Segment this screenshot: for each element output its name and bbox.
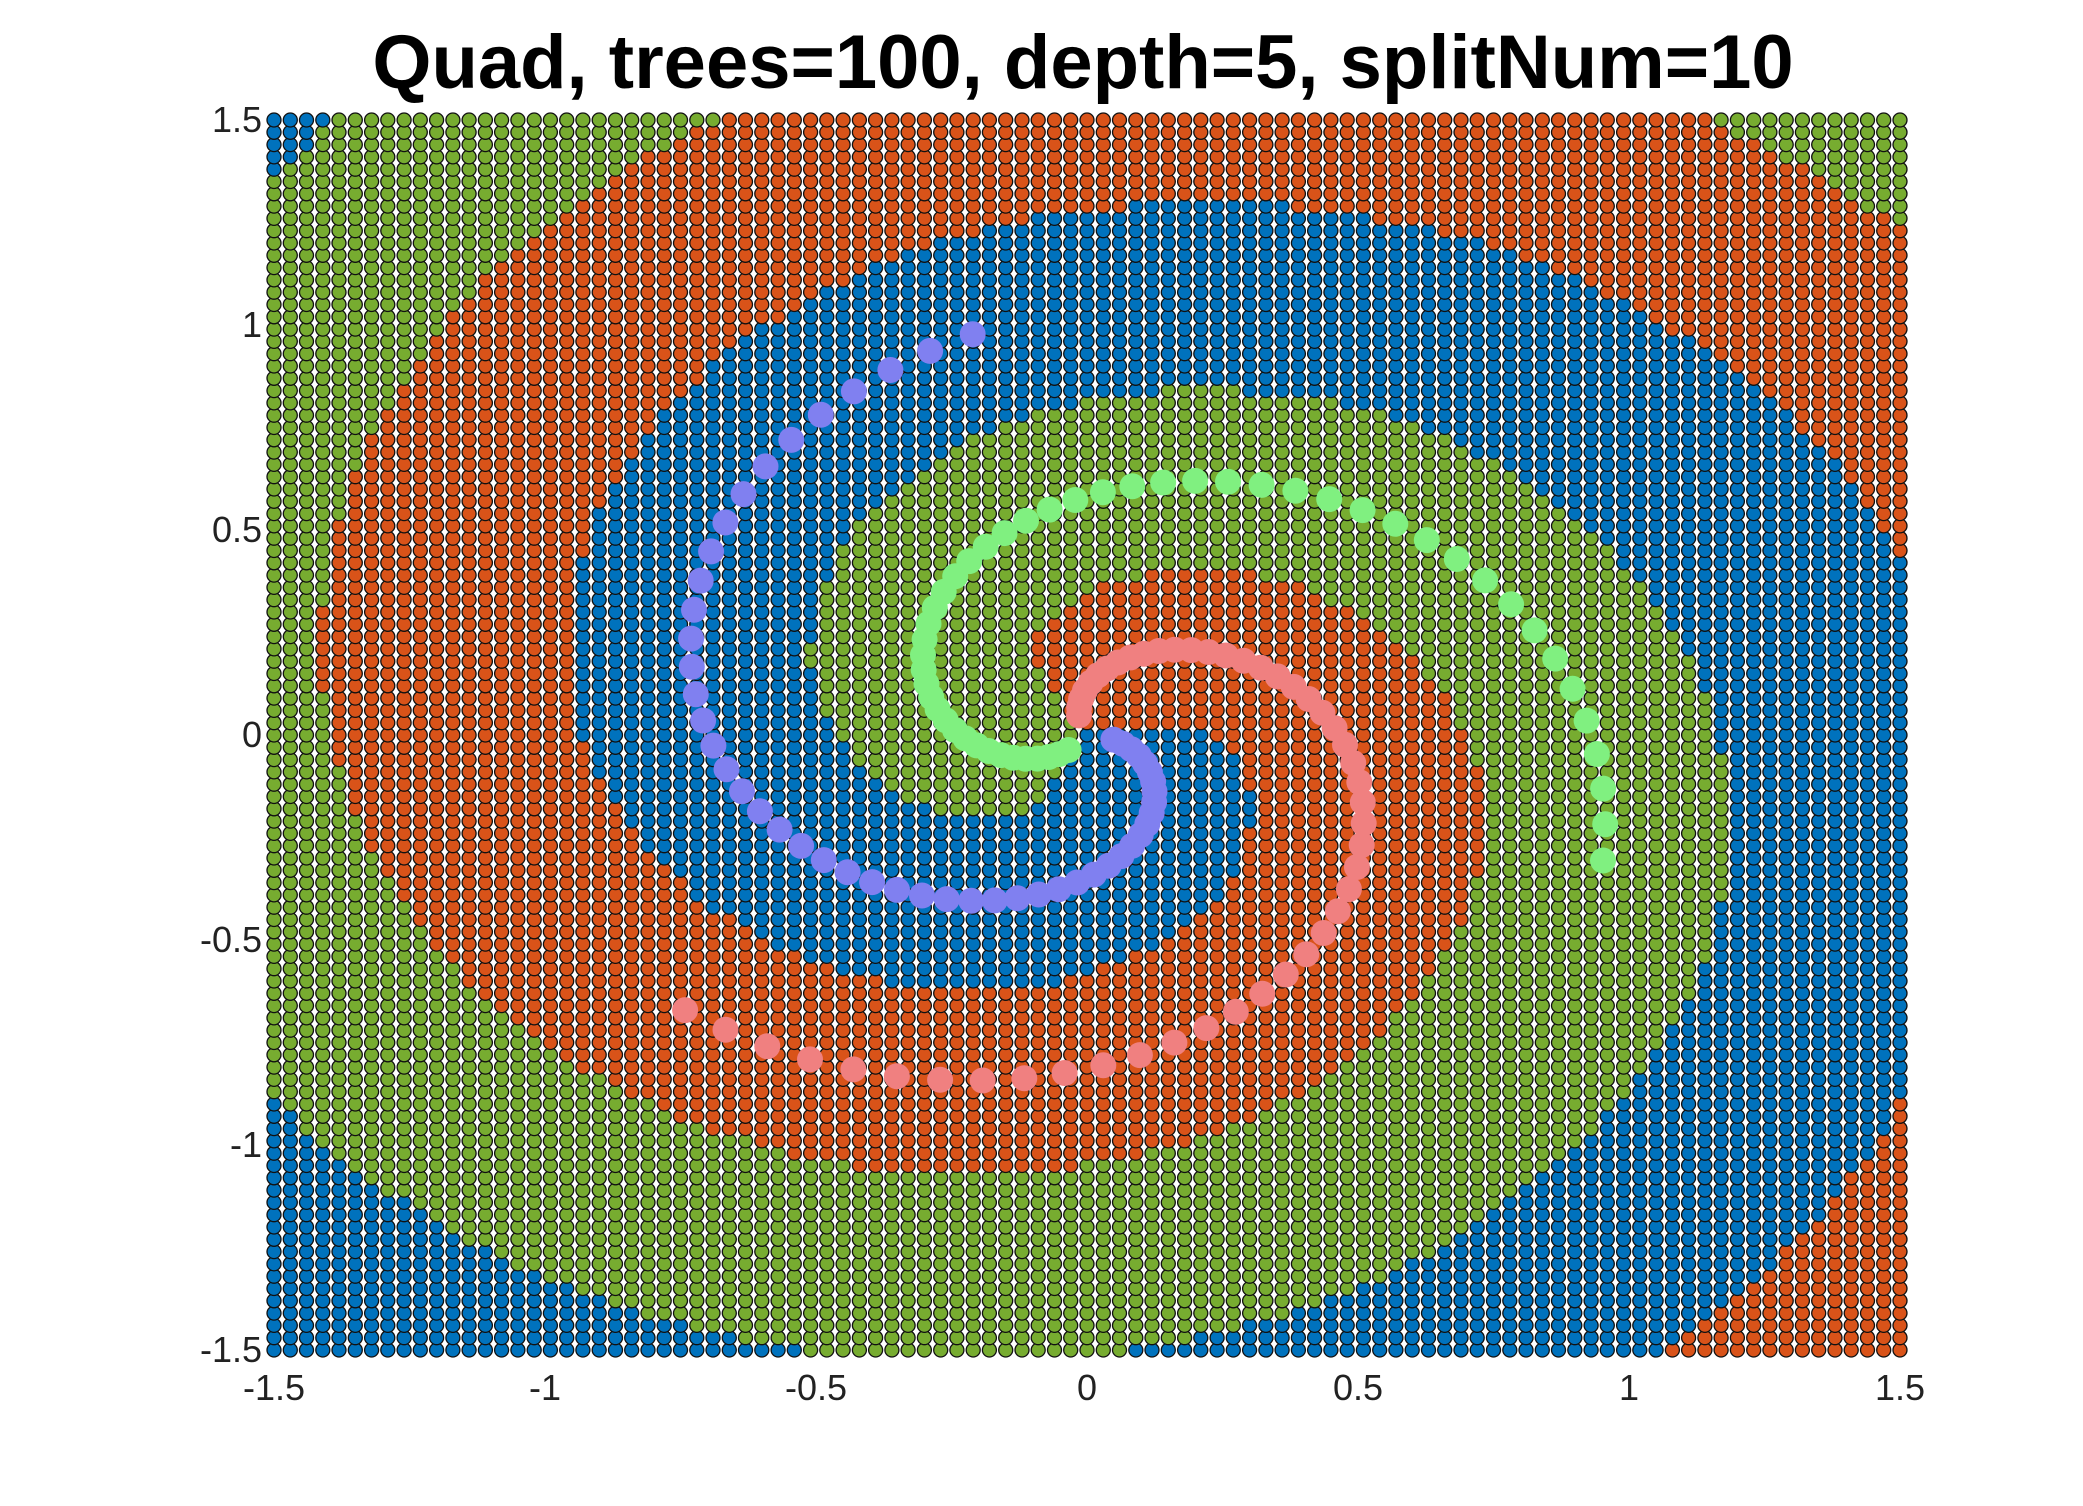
grid-point [721,112,737,128]
grid-point [851,112,868,128]
grid-point [998,112,1014,128]
grid-point [591,112,607,128]
grid-point [1030,112,1046,128]
grid-point [575,112,591,128]
grid-point [689,112,705,128]
grid-point [1046,112,1063,128]
grid-point [510,112,526,128]
grid-point [461,112,477,128]
grid-point [900,112,916,128]
grid-point [347,112,363,128]
grid-point [526,112,542,128]
grid-point [754,112,770,128]
grid-point [933,112,949,128]
grid-point [916,112,933,128]
grid-point [282,112,298,128]
grid-point [412,112,428,128]
grid-point [331,112,347,128]
grid-point [477,112,494,128]
grid-point [493,112,510,128]
grid-point [867,112,884,128]
grid-point [624,112,640,128]
grid-point [428,112,445,128]
grid-point [396,112,412,128]
grid-point [445,112,461,128]
grid-point [1014,112,1030,128]
grid-point [884,112,900,128]
grid-point [802,112,819,128]
grid-point [705,112,721,128]
grid-point [981,112,998,128]
grid-point [770,112,786,128]
grid-point [380,112,396,128]
grid-point [266,112,282,128]
grid-point [363,112,380,128]
grid-point [672,112,689,128]
grid-point [298,112,315,128]
grid-point [559,112,575,128]
grid-point [737,112,754,128]
grid-point [835,112,851,128]
decision-region-grid [266,112,1908,1358]
grid-point [949,112,965,128]
grid-point [640,112,656,128]
grid-point [965,112,981,128]
chart-title: Quad, trees=100, depth=5, splitNum=10 [372,20,1793,105]
grid-point [315,112,331,128]
grid-point [542,112,559,128]
grid-point [786,112,802,128]
grid-point [607,112,624,128]
grid-point [656,112,672,128]
grid-point [819,112,835,128]
